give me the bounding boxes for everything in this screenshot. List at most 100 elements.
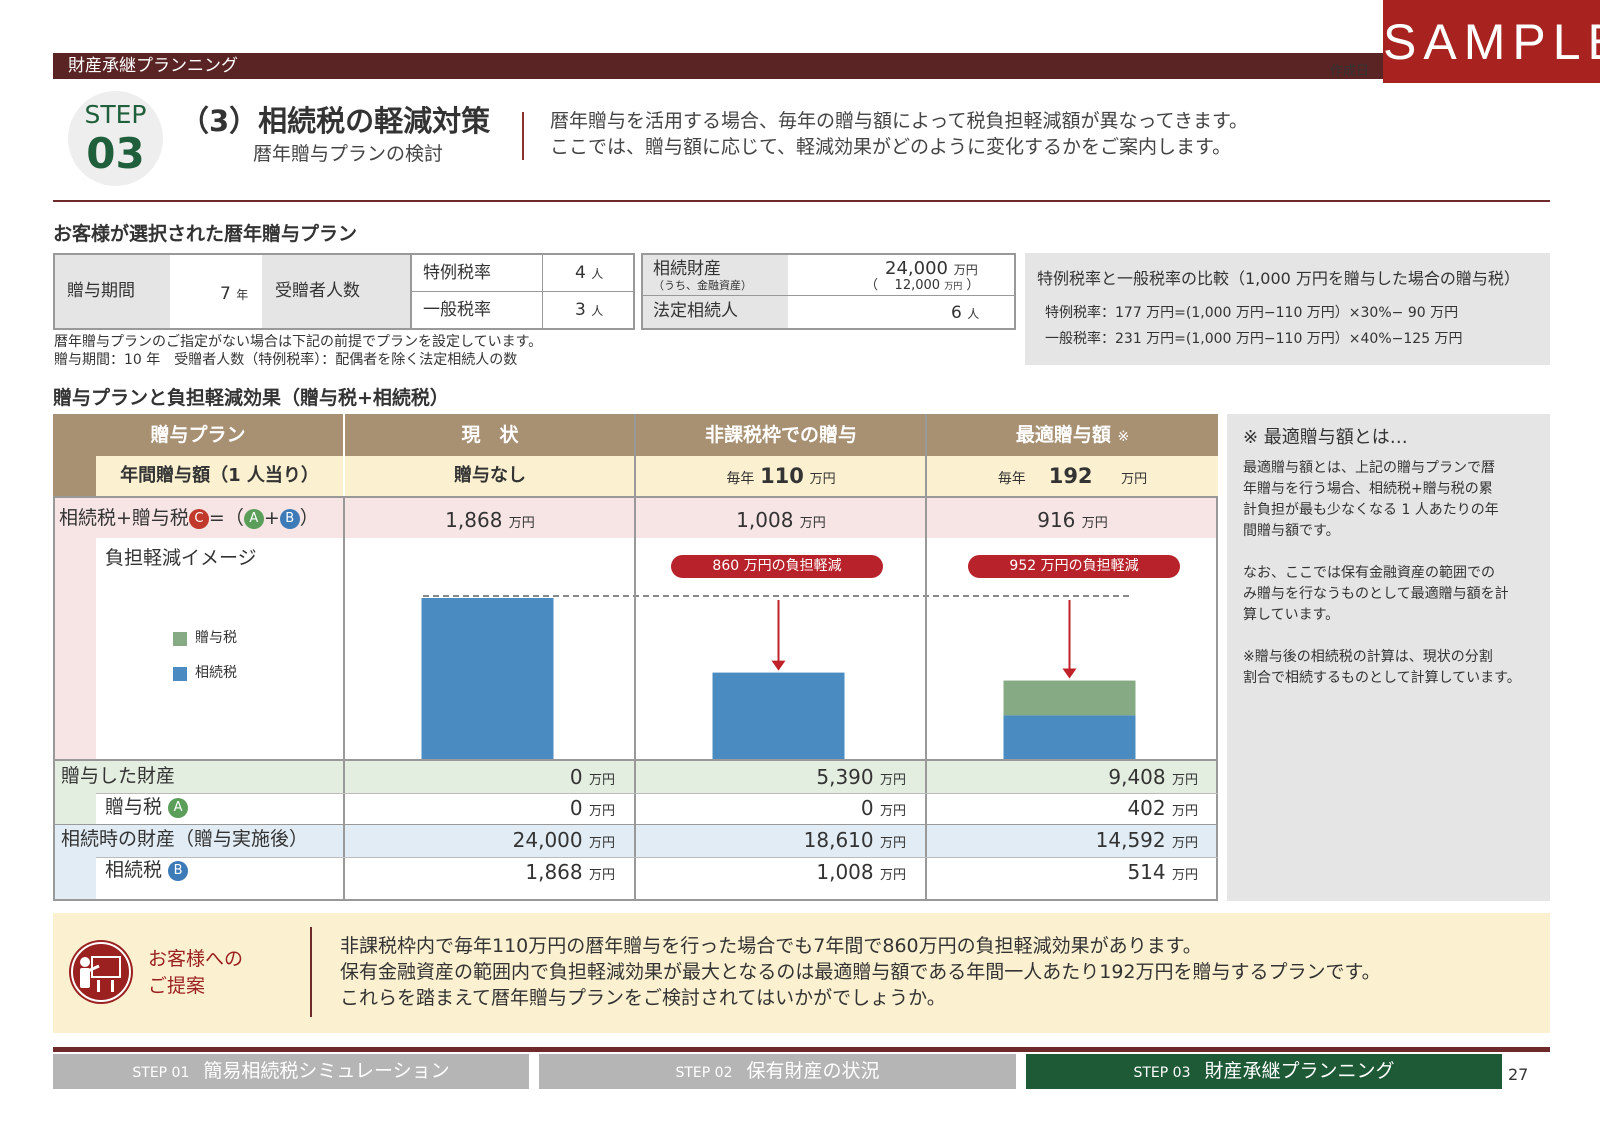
total-col-3-value: 916 xyxy=(1037,508,1076,532)
gifted-col-2: 5,390 万円 xyxy=(636,765,906,793)
page-number: 27 xyxy=(1508,1065,1529,1084)
total-col-1: 1,868 万円 xyxy=(345,508,635,536)
unit-label: 万円 xyxy=(1171,868,1198,883)
tab-step-01[interactable]: STEP 01 簡易相続税シミュレーション xyxy=(53,1054,529,1089)
side-note-line: 年贈与を行う場合、相続税+贈与税の累 xyxy=(1243,481,1493,497)
reduction-chart xyxy=(421,595,1136,760)
tab-step-03[interactable]: STEP 03 財産承継プランニング xyxy=(1026,1054,1502,1089)
gift-tax-col-1: 0 万円 xyxy=(345,796,615,824)
after-label: 相続時の財産（贈与実施後） xyxy=(61,828,309,850)
special-rate-label: 特例税率 xyxy=(423,263,491,283)
comparison-title: 特例税率と一般税率の比較（1,000 万円を贈与した場合の贈与税） xyxy=(1037,269,1520,288)
grid-line xyxy=(53,496,1218,498)
estate-sublabel: （うち、金融資産） xyxy=(653,279,752,292)
heirs-unit: 人 xyxy=(967,307,980,321)
cell-divider xyxy=(542,255,543,328)
total-col-2-value: 1,008 xyxy=(736,508,794,532)
gift-tax-label: 贈与税 A xyxy=(105,797,189,818)
general-rate-value: 3 人 xyxy=(575,300,603,321)
inherit-tax-side-bg xyxy=(53,857,96,899)
period-number: 7 xyxy=(220,284,231,304)
heirs-label: 法定相続人 xyxy=(653,301,738,321)
annual-col-2: 毎年 110 万円 xyxy=(636,456,926,496)
side-note-line: み贈与を行なうものとして最適贈与額を計 xyxy=(1243,586,1509,602)
financial-close: ） xyxy=(966,278,980,293)
annual-col-2-value: 110 xyxy=(760,464,804,488)
tab-step-02[interactable]: STEP 02 保有財産の状況 xyxy=(539,1054,1016,1089)
proposal-line-1: 非課税枠内で毎年110万円の暦年贈与を行った場合でも7年間で860万円の負担軽減… xyxy=(340,935,1202,957)
plan-note-2: 贈与期間：10 年 受贈者人数（特例税率）：配偶者を除く法定相続人の数 xyxy=(54,352,518,368)
head-col-1: 現 状 xyxy=(461,424,519,446)
recipients-label: 受贈者人数 xyxy=(275,281,360,301)
annual-col-3-value: 192 xyxy=(1048,464,1093,488)
unit-label: 万円 xyxy=(588,868,615,883)
tab-step-02-label: 保有財産の状況 xyxy=(746,1060,880,1082)
gifted-value: 9,408 xyxy=(1108,765,1166,789)
total-col-3-unit: 万円 xyxy=(1081,516,1108,531)
intro-line-1: 暦年贈与を活用する場合、毎年の贈与額によって税負担軽減額が異なってきます。 xyxy=(550,110,1249,132)
inherit-tax-label-text: 相続税 xyxy=(105,859,163,881)
proposal-label-line-1: お客様への xyxy=(148,948,244,970)
head-plan: 贈与プラン xyxy=(150,424,246,446)
annual-col-2-prefix: 毎年 xyxy=(726,471,755,487)
title-divider xyxy=(522,112,524,160)
inherit-tax-col-2: 1,008 万円 xyxy=(636,860,906,888)
bar-inherit-tax-1 xyxy=(421,598,554,760)
legend-gift-swatch xyxy=(173,632,187,646)
head-col-3-title: 最適贈与額 xyxy=(1015,424,1111,446)
cell-divider xyxy=(410,255,412,328)
grid-line xyxy=(634,414,636,899)
unit-label: 万円 xyxy=(879,804,906,819)
grid-line xyxy=(96,793,1218,794)
unit-label: 万円 xyxy=(879,773,906,788)
page-subtitle: 暦年贈与プランの検討 xyxy=(253,143,444,165)
general-unit: 人 xyxy=(591,304,604,318)
annual-col-1: 贈与なし xyxy=(454,465,526,486)
comparison-special: 特例税率：177 万円=(1,000 万円−110 万円）×30%− 90 万円 xyxy=(1045,305,1459,321)
head-col-2: 非課税枠での贈与 xyxy=(704,424,857,446)
special-unit: 人 xyxy=(591,267,604,281)
grid-line xyxy=(925,414,927,899)
formula-plus: + xyxy=(263,507,280,529)
financial-value: （ 12,000 万円 ） xyxy=(865,279,979,294)
grid-line xyxy=(1216,496,1218,901)
inherit-tax-col-3: 514 万円 xyxy=(928,860,1198,888)
step-label: STEP xyxy=(84,100,147,129)
proposal-line-3: これらを踏まえて暦年贈与プランをご検討されてはいかがでしょうか。 xyxy=(340,987,946,1009)
bar-gift-tax-3 xyxy=(1003,680,1136,716)
gift-tax-value: 0 xyxy=(860,796,874,820)
page-title: （3）相続税の軽減対策 xyxy=(180,104,491,138)
grid-line xyxy=(53,824,1218,825)
bar-inherit-tax-3 xyxy=(1003,715,1136,760)
side-note-title: ※ 最適贈与額とは… xyxy=(1243,427,1408,448)
proposal-box xyxy=(53,913,1550,1033)
inherit-tax-value: 1,008 xyxy=(816,860,874,884)
inherit-tax-value: 514 xyxy=(1127,860,1166,884)
step-badge xyxy=(68,91,163,186)
total-col-3: 916 万円 xyxy=(927,508,1218,536)
table-section-title: 贈与プランと負担軽減効果（贈与税+相続税） xyxy=(53,387,449,409)
unit-label: 万円 xyxy=(879,836,906,851)
head-annual: 年間贈与額（1 人当り） xyxy=(120,465,319,486)
period-label: 贈与期間 xyxy=(67,281,135,301)
gifted-col-1: 0 万円 xyxy=(345,765,615,793)
tab-step-03-num: STEP 03 xyxy=(1133,1065,1191,1081)
estate-label-bg xyxy=(643,255,788,328)
tab-step-02-num: STEP 02 xyxy=(675,1065,733,1081)
tab-step-01-num: STEP 01 xyxy=(132,1065,190,1081)
gifted-col-3: 9,408 万円 xyxy=(928,765,1198,793)
annual-col-3-prefix: 毎年 xyxy=(997,471,1026,487)
annual-col-3: 毎年 192 万円 xyxy=(927,456,1218,496)
formula-close: ） xyxy=(299,507,319,529)
legend-inherit-swatch xyxy=(173,667,187,681)
proposal-line-2: 保有金融資産の範囲内で負担軽減効果が最大となるのは最適贈与額である年間一人あたり… xyxy=(340,961,1381,983)
proposal-label: お客様への ご提案 xyxy=(148,946,243,1000)
tab-step-03-label: 財産承継プランニング xyxy=(1204,1060,1395,1082)
inherit-tax-value: 1,868 xyxy=(525,860,583,884)
unit-label: 万円 xyxy=(1171,804,1198,819)
created-date-label: 作成日 xyxy=(1330,64,1370,79)
period-unit: 年 xyxy=(236,288,249,302)
circle-b-icon: B xyxy=(279,508,300,529)
after-value: 18,610 xyxy=(803,828,874,852)
comparison-general: 一般税率：231 万円=(1,000 万円−110 万円）×40%−125 万円 xyxy=(1045,331,1463,347)
